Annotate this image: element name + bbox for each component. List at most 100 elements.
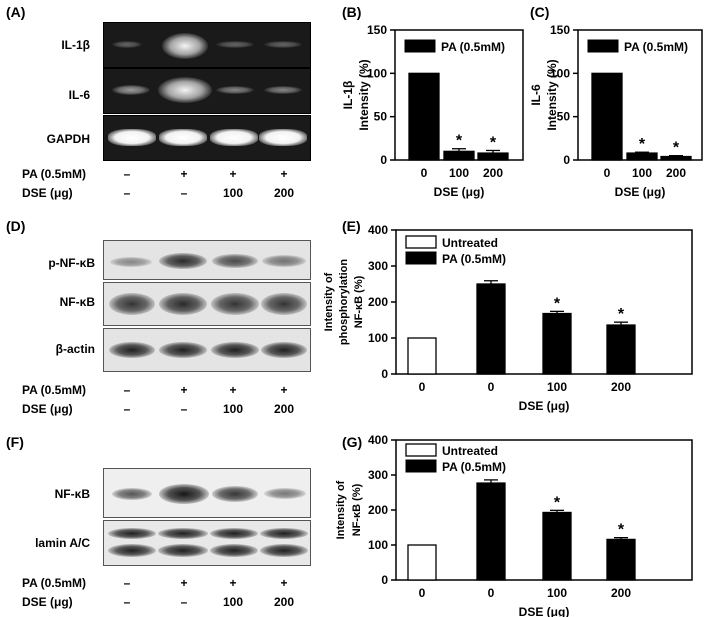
blot-d-pa-label: PA (0.5mM) (22, 383, 87, 397)
chart-e-significance-3: * (618, 306, 625, 323)
blot-a-dse-lane-1: – (123, 186, 131, 200)
chart-b-xtick-label-1: 100 (449, 166, 469, 180)
chart-e-legend-swatch-0 (405, 235, 437, 249)
chart-b-ylabel-line-1: Intensity (%) (357, 59, 371, 130)
chart-c-xtick-label-0: 0 (604, 166, 611, 180)
chart-c-xtick-label-1: 100 (632, 166, 652, 180)
blot-a-row-label-il6: IL-6 (68, 88, 90, 102)
panel-label-a: (A) (6, 4, 26, 20)
chart-e-ytick-label-2: 200 (368, 295, 388, 309)
chart-g-legend-swatch-1 (405, 459, 437, 473)
blot-d-pa-lane-2: + (180, 383, 188, 397)
blot-a-pa-lane-1: – (123, 167, 131, 181)
chart-e-ytick-label-4: 400 (368, 223, 388, 237)
chart-g-xtick-label-2: 100 (547, 586, 567, 600)
chart-e-xtick-label-0: 0 (419, 380, 426, 394)
chart-c-ytick-label-2: 100 (550, 66, 570, 80)
blot-a-pa-lane-3: + (229, 167, 237, 181)
blot-a-row-label-gapdh: GAPDH (46, 132, 90, 146)
blot-a-row-label-il1b: IL-1β (61, 38, 90, 52)
blot-a-dse-lane-4: 200 (273, 186, 295, 200)
chart-e-ylabel-line-2: NF-κB (%) (353, 275, 365, 328)
chart-g-ytick-label-0: 0 (381, 573, 388, 587)
chart-g-ytick-label-4: 400 (368, 433, 388, 447)
blot-d-pa-lane-1: – (123, 383, 131, 397)
chart-e-ytick-label-0: 0 (381, 367, 388, 381)
chart-b-xlabel: DSE (μg) (434, 185, 485, 199)
blot-d-bactin-image (103, 328, 311, 372)
blot-f-pa-lane-3: + (229, 576, 237, 590)
chart-g-ylabel-line-0: Intensity of (335, 480, 347, 539)
chart-e: 0 100 200 300 400 0 0 * 100 * 200 DSE (μg) Intensity… (323, 223, 693, 413)
chart-b-significance-1: * (456, 133, 463, 150)
blot-d-row-label-pnfkb: p-NF-κB (48, 256, 95, 270)
chart-g-xtick-label-1: 0 (488, 586, 495, 600)
chart-e-legend-swatch-1 (405, 251, 437, 265)
chart-e-bar-1 (476, 283, 506, 375)
blot-f-pa-lane-2: + (180, 576, 188, 590)
chart-c-ylabel-line-1: Intensity (%) (545, 59, 559, 130)
chart-c-bar-0 (591, 72, 623, 161)
chart-g-bar-3 (606, 538, 636, 581)
blot-f-dse-lane-4: 200 (273, 595, 295, 609)
blot-a-il1b-image (103, 22, 311, 68)
chart-b-significance-2: * (490, 134, 497, 151)
chart-b-ytick-label-2: 100 (367, 66, 387, 80)
chart-g-significance-3: * (618, 522, 625, 539)
blot-d-dse-label: DSE (μg) (22, 402, 73, 416)
chart-g-significance-2: * (554, 494, 561, 511)
chart-c-ylabel-line-0: IL-6 (529, 84, 543, 106)
chart-b: 0 50 100 150 0 * 100 * 200 DSE (μg) IL-1β Intensity… (341, 23, 524, 199)
chart-c-ytick-label-3: 150 (550, 23, 570, 37)
blot-f-dse-lane-2: – (180, 595, 188, 609)
panel-label-e: (E) (342, 218, 361, 234)
chart-g-ylabel-line-1: NF-κB (%) (351, 483, 363, 536)
chart-c-bar-2 (660, 155, 692, 161)
chart-g-bar-0 (407, 544, 437, 581)
blot-f-pa-lane-1: – (123, 576, 131, 590)
chart-e-significance-2: * (554, 295, 561, 312)
blot-d-pa-lane-4: + (280, 383, 288, 397)
chart-b-bar-2 (477, 152, 509, 161)
blot-a-gapdh-image (103, 115, 311, 161)
chart-e-bar-2 (542, 312, 572, 375)
panel-label-b: (B) (342, 4, 362, 20)
chart-c-bar-1 (626, 152, 658, 161)
chart-b-bar-0 (408, 72, 440, 161)
chart-c-legend-label-0: PA (0.5mM) (624, 40, 688, 54)
blot-d-dse-lane-3: 100 (222, 402, 244, 416)
chart-c-significance-2: * (673, 140, 680, 157)
chart-e-xlabel: DSE (μg) (519, 399, 570, 413)
blot-a-pa-lane-2: + (180, 167, 188, 181)
chart-b-ytick-label-1: 50 (374, 110, 388, 124)
blot-d-row-label-nfkb: NF-κB (59, 295, 95, 309)
chart-e-bar-0 (407, 337, 437, 375)
chart-e-xtick-label-2: 100 (547, 380, 567, 394)
blot-f-row-label-nfkb: NF-κB (54, 487, 90, 501)
panel-label-d: (D) (6, 218, 26, 234)
chart-g-xlabel: DSE (μg) (519, 605, 570, 617)
chart-g: 0 100 200 300 400 0 0 * 100 * 200 DSE (μg) Intensity… (335, 433, 693, 617)
chart-b-ylabel-line-0: IL-1β (341, 81, 355, 110)
chart-e-ylabel-line-1: phosphorylation (338, 259, 350, 345)
blot-d-nfkb-image (103, 282, 311, 326)
blot-d-dse-lane-1: – (123, 402, 131, 416)
chart-e-bar-3 (606, 324, 636, 375)
chart-g-legend-label-1: PA (0.5mM) (442, 460, 506, 474)
chart-c-ytick-label-0: 0 (563, 153, 570, 167)
blot-f-nfkb-image (103, 468, 311, 518)
chart-g-legend-swatch-0 (405, 443, 437, 457)
blot-d-pa-lane-3: + (229, 383, 237, 397)
chart-b-xtick-label-2: 200 (483, 166, 503, 180)
chart-c-xlabel: DSE (μg) (615, 185, 666, 199)
chart-g-xtick-label-3: 200 (611, 586, 631, 600)
chart-e-legend-label-0: Untreated (442, 236, 498, 250)
blot-a-dse-lane-3: 100 (222, 186, 244, 200)
chart-e-ylabel-line-0: Intensity of (323, 272, 335, 331)
chart-g-legend-label-0: Untreated (442, 444, 498, 458)
chart-b-ytick-label-3: 150 (367, 23, 387, 37)
chart-e-ytick-label-1: 100 (368, 331, 388, 345)
blot-d-dse-lane-4: 200 (273, 402, 295, 416)
chart-g-ytick-label-1: 100 (368, 538, 388, 552)
